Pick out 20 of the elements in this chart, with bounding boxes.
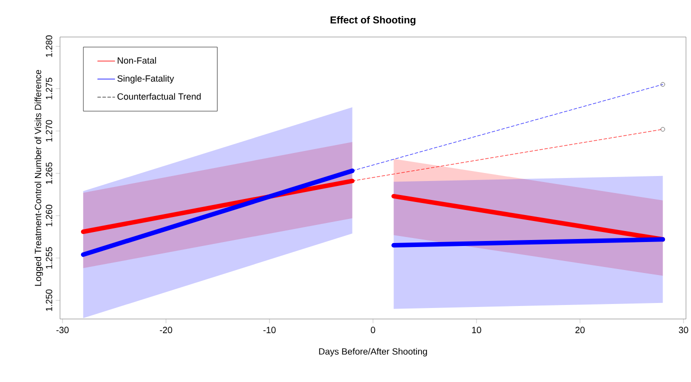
x-tick-label: 0 — [370, 326, 376, 334]
x-tick-label: -30 — [56, 326, 69, 334]
x-tick-label: 20 — [575, 326, 585, 334]
legend-label: Single-Fatality — [117, 75, 174, 84]
y-tick-label: 1.270 — [46, 120, 52, 142]
legend-label: Counterfactual Trend — [118, 93, 201, 100]
x-tick-label: -20 — [160, 326, 172, 334]
x-tick-label: -10 — [263, 326, 276, 334]
y-tick-label: 1.255 — [46, 247, 52, 269]
y-tick-label: 1.280 — [46, 35, 52, 57]
y-tick-label: 1.275 — [46, 78, 52, 100]
y-tick-label: 1.260 — [46, 204, 52, 226]
x-tick-label: 30 — [678, 326, 688, 334]
x-axis-title: Days Before/After Shooting — [319, 348, 427, 356]
chart-title: Effect of Shooting — [330, 16, 416, 26]
y-tick-label: 1.250 — [46, 289, 52, 311]
legend-label: Non-Fatal — [118, 57, 156, 64]
y-axis-title: Logged Treatment-Control Number of Visits Difference — [34, 70, 43, 286]
x-tick-label: 10 — [472, 326, 482, 334]
y-tick-label: 1.265 — [46, 162, 52, 184]
